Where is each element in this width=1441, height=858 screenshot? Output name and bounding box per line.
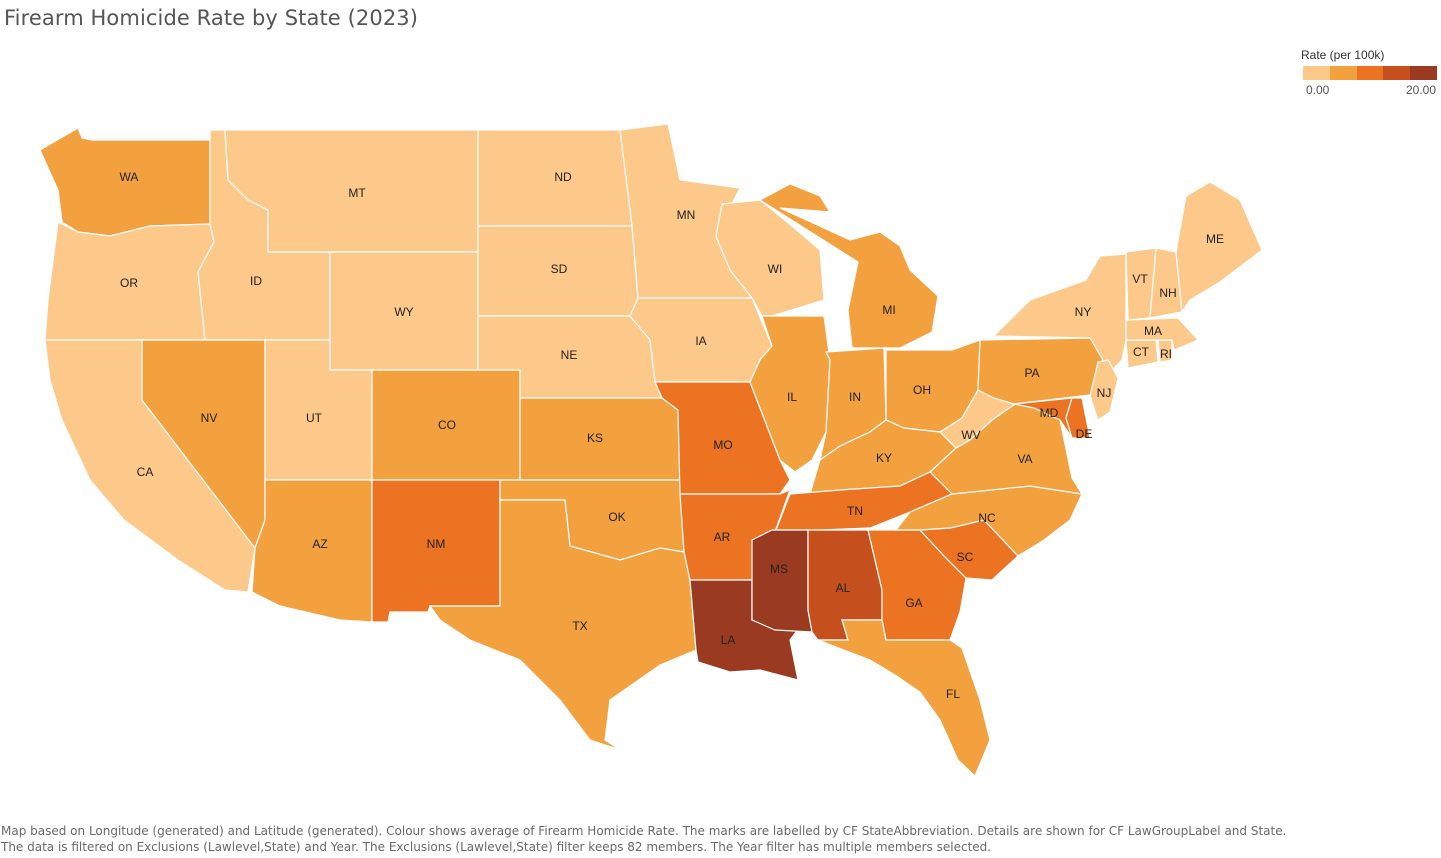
state-label-in: IN — [849, 390, 861, 404]
state-ny[interactable] — [992, 253, 1127, 373]
state-label-pa: PA — [1024, 366, 1039, 380]
state-label-vt: VT — [1132, 272, 1148, 286]
state-label-md: MD — [1040, 406, 1059, 420]
state-wi[interactable] — [715, 199, 825, 317]
state-label-ms: MS — [770, 562, 788, 576]
state-label-mi: MI — [882, 303, 895, 317]
legend-swatch-3 — [1356, 66, 1384, 80]
state-label-wa: WA — [120, 170, 139, 184]
state-label-ca: CA — [137, 465, 154, 479]
state-label-ks: KS — [587, 431, 603, 445]
state-label-ct: CT — [1133, 345, 1150, 359]
state-label-wv: WV — [961, 428, 980, 442]
state-label-id: ID — [250, 274, 262, 288]
state-label-ny: NY — [1075, 305, 1092, 319]
state-label-ga: GA — [905, 596, 922, 610]
legend-swatch-2 — [1329, 66, 1357, 80]
state-label-ri: RI — [1160, 347, 1172, 361]
state-label-oh: OH — [913, 383, 931, 397]
legend-min-label: 0.00 — [1306, 83, 1330, 97]
state-label-sc: SC — [957, 550, 974, 564]
color-legend: Rate (per 100k) 0.00 20.00 — [1300, 48, 1438, 99]
state-label-il: IL — [787, 390, 797, 404]
legend-max-label: 20.00 — [1405, 83, 1436, 97]
legend-swatch-5 — [1410, 66, 1437, 80]
state-label-or: OR — [120, 276, 138, 290]
legend-title: Rate (per 100k) — [1301, 48, 1385, 62]
state-label-ut: UT — [306, 411, 323, 425]
state-label-nj: NJ — [1097, 386, 1112, 400]
state-label-nv: NV — [201, 411, 218, 425]
state-de[interactable] — [1065, 397, 1091, 439]
state-label-ok: OK — [608, 510, 625, 524]
state-tx[interactable] — [428, 499, 697, 751]
state-label-mo: MO — [713, 438, 732, 452]
state-label-fl: FL — [946, 687, 960, 701]
map-footnote: Map based on Longitude (generated) and L… — [1, 824, 1287, 854]
state-label-la: LA — [721, 633, 736, 647]
state-label-az: AZ — [312, 537, 327, 551]
legend-color-ramp — [1303, 66, 1437, 80]
state-pa[interactable] — [977, 337, 1109, 405]
state-label-al: AL — [836, 581, 851, 595]
state-label-ne: NE — [561, 348, 578, 362]
state-label-wi: WI — [768, 262, 783, 276]
state-label-ma: MA — [1144, 324, 1162, 338]
state-label-mn: MN — [677, 208, 696, 222]
state-label-nh: NH — [1159, 286, 1176, 300]
state-mi[interactable] — [758, 183, 939, 349]
state-label-co: CO — [438, 418, 456, 432]
state-ms[interactable] — [751, 529, 813, 633]
state-label-nm: NM — [427, 537, 446, 551]
state-label-wy: WY — [394, 305, 413, 319]
state-label-tx: TX — [572, 619, 587, 633]
state-label-sd: SD — [551, 262, 568, 276]
state-me[interactable] — [1175, 181, 1263, 314]
legend-swatch-4 — [1383, 66, 1411, 80]
state-fl[interactable] — [817, 619, 991, 778]
map-title: Firearm Homicide Rate by State (2023) — [4, 6, 419, 30]
state-label-me: ME — [1206, 232, 1224, 246]
state-label-mt: MT — [348, 186, 366, 200]
state-label-nc: NC — [978, 511, 996, 525]
state-label-tn: TN — [847, 504, 863, 518]
state-label-ia: IA — [695, 334, 706, 348]
state-label-de: DE — [1076, 427, 1093, 441]
state-label-nd: ND — [554, 170, 572, 184]
state-label-ky: KY — [876, 451, 892, 465]
legend-swatch-1 — [1303, 66, 1330, 80]
state-label-va: VA — [1017, 452, 1032, 466]
state-ma[interactable] — [1125, 317, 1200, 351]
state-nj[interactable] — [1089, 359, 1119, 421]
state-label-ar: AR — [714, 530, 731, 544]
